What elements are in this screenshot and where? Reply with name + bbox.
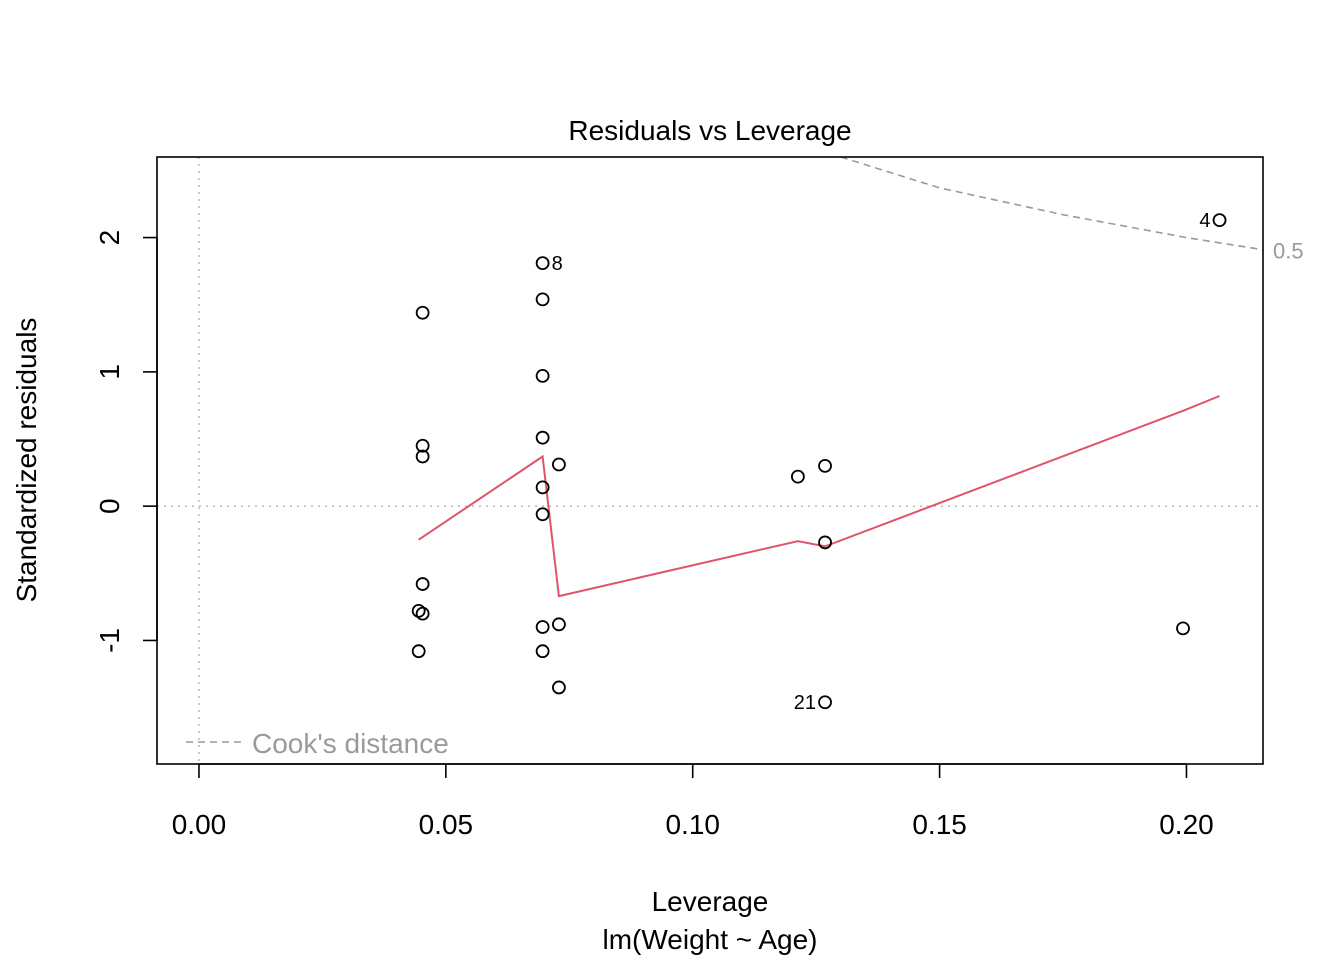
data-point (411, 644, 426, 659)
data-point (818, 535, 832, 550)
cooks-distance-contour-line (840, 157, 1263, 251)
x-tick-label: 0.10 (665, 809, 720, 840)
point-label: 8 (552, 253, 563, 275)
x-axis-label: Leverage (652, 886, 769, 917)
y-tick-label: 2 (94, 230, 125, 246)
data-point (535, 430, 550, 445)
data-point (415, 577, 430, 591)
data-point (818, 695, 832, 710)
y-tick-label: 1 (94, 364, 125, 380)
data-point (535, 256, 550, 270)
x-tick-label: 0.15 (912, 809, 967, 840)
data-point (535, 292, 550, 307)
y-tick-label: -1 (94, 628, 125, 653)
chart-subtitle: lm(Weight ~ Age) (602, 924, 817, 955)
legend-label: Cook's distance (252, 728, 449, 759)
data-point (415, 438, 430, 453)
data-point (1176, 621, 1190, 636)
legend: Cook's distance (186, 728, 449, 759)
data-point (552, 457, 566, 472)
point-label: 4 (1199, 210, 1210, 232)
data-point (552, 617, 566, 632)
data-point (535, 480, 550, 495)
data-point (818, 458, 832, 473)
data-point (535, 507, 550, 522)
data-point (535, 620, 550, 634)
data-point (535, 368, 550, 383)
plot-frame (156, 156, 1264, 765)
data-point (552, 680, 566, 695)
data-point (415, 606, 430, 621)
data-point (415, 305, 430, 320)
y-tick-label: 0 (94, 498, 125, 514)
y-axis-label: Standardized residuals (11, 318, 42, 603)
x-tick-label: 0.00 (172, 809, 227, 840)
cooks-contour-label: 0.5 (1273, 239, 1304, 264)
data-point (790, 469, 805, 484)
data-point (415, 449, 430, 464)
data-point (535, 644, 550, 659)
data-point (1212, 213, 1227, 228)
x-tick-label: 0.05 (419, 809, 474, 840)
x-tick-label: 0.20 (1159, 809, 1214, 840)
smoother-line (418, 395, 1220, 598)
plot-area: 0.5 8 21 4 (157, 157, 1304, 764)
point-label: 21 (794, 692, 816, 714)
chart-title: Residuals vs Leverage (568, 115, 851, 146)
